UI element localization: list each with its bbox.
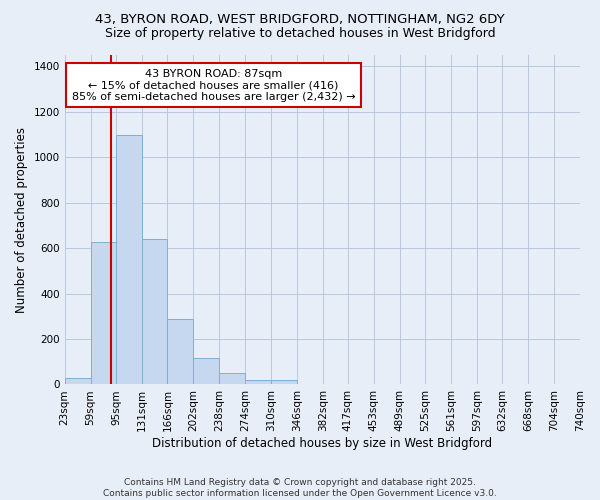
Bar bbox=[142, 239, 167, 384]
Y-axis label: Number of detached properties: Number of detached properties bbox=[15, 126, 28, 312]
Bar bbox=[91, 242, 116, 384]
Bar bbox=[193, 358, 219, 384]
Bar bbox=[116, 134, 142, 384]
Bar bbox=[65, 378, 91, 384]
Text: 43 BYRON ROAD: 87sqm
← 15% of detached houses are smaller (416)
85% of semi-deta: 43 BYRON ROAD: 87sqm ← 15% of detached h… bbox=[71, 68, 355, 102]
Bar bbox=[219, 373, 245, 384]
Text: Contains HM Land Registry data © Crown copyright and database right 2025.
Contai: Contains HM Land Registry data © Crown c… bbox=[103, 478, 497, 498]
Text: Size of property relative to detached houses in West Bridgford: Size of property relative to detached ho… bbox=[104, 28, 496, 40]
Bar bbox=[167, 318, 193, 384]
Bar bbox=[245, 380, 271, 384]
Text: 43, BYRON ROAD, WEST BRIDGFORD, NOTTINGHAM, NG2 6DY: 43, BYRON ROAD, WEST BRIDGFORD, NOTTINGH… bbox=[95, 12, 505, 26]
Bar bbox=[271, 380, 297, 384]
X-axis label: Distribution of detached houses by size in West Bridgford: Distribution of detached houses by size … bbox=[152, 437, 493, 450]
